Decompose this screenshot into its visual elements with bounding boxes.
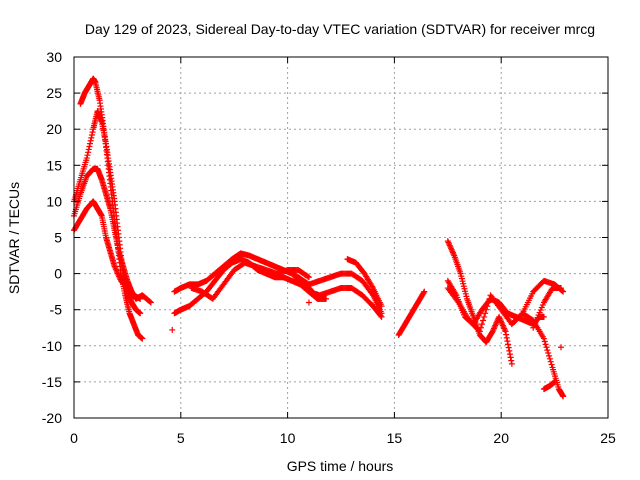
data-point-track-j: [378, 303, 385, 310]
y-tick-label: -10: [42, 338, 62, 354]
data-point-track-n: [560, 393, 567, 400]
data-point-track-k: [421, 288, 428, 295]
data-point-track-n: [482, 310, 489, 317]
y-tick-label: 5: [54, 230, 62, 246]
y-tick-label: 15: [46, 157, 62, 173]
data-point-track-o: [560, 288, 567, 295]
data-point-track-n: [544, 347, 551, 354]
data-point-track-n: [546, 352, 553, 359]
data-point-track-d: [137, 295, 144, 302]
data-point-track-l: [508, 360, 515, 367]
data-point-track-b: [88, 134, 95, 141]
data-point-track-l: [503, 331, 510, 338]
data-point-track-l: [506, 351, 513, 358]
data-point-track-p: [558, 285, 565, 292]
data-point-track-n: [548, 361, 555, 368]
x-tick-label: 20: [493, 430, 509, 446]
data-point-track-b: [87, 140, 94, 147]
y-tick-label: 20: [46, 121, 62, 137]
data-point-track-n: [477, 324, 484, 331]
data-point-track-n: [546, 355, 553, 362]
data-point-track-n: [543, 344, 550, 351]
data-point-track-n: [476, 328, 483, 335]
data-point-track-q: [551, 378, 558, 385]
data-point-track-i: [377, 312, 384, 319]
data-point-track-l: [508, 357, 515, 364]
data-points: [71, 75, 567, 400]
y-tick-label: 0: [54, 266, 62, 282]
data-point-track-l: [503, 334, 510, 341]
data-point-track-b: [88, 131, 95, 138]
x-tick-label: 0: [70, 430, 78, 446]
data-point-track-l: [505, 344, 512, 351]
y-tick-label: -20: [42, 410, 62, 426]
x-tick-label: 5: [177, 430, 185, 446]
data-point-track-b: [83, 155, 90, 162]
data-point-track-n: [541, 338, 548, 345]
data-point-track-m: [540, 313, 547, 320]
data-point-track-l: [505, 341, 512, 348]
tick-layer: 0 5 10 15 20 25 -20 -15 -10 -5 0 5 10 15 20 25 30: [42, 49, 616, 446]
data-point-track-n: [481, 313, 488, 320]
x-tick-label: 25: [600, 430, 616, 446]
data-point-track-b: [89, 129, 96, 136]
x-tick-label: 15: [387, 430, 403, 446]
data-point-track-o: [518, 311, 525, 318]
data-point-track-n: [484, 303, 491, 310]
x-tick-label: 10: [280, 430, 296, 446]
y-tick-label: 10: [46, 193, 62, 209]
data-point-track-n: [542, 341, 549, 348]
y-axis-title: SDTVAR / TECUs: [6, 182, 22, 294]
data-point-track-n: [547, 358, 554, 365]
y-tick-label: -15: [42, 374, 62, 390]
data-point-track-l: [502, 328, 509, 335]
data-point-outlier: [558, 344, 565, 351]
data-point-track-b: [87, 137, 94, 144]
data-point-track-b: [85, 146, 92, 153]
y-tick-label: 30: [46, 49, 62, 65]
data-point-track-i: [378, 313, 385, 320]
data-point-outlier: [169, 326, 176, 333]
data-point-track-n: [483, 306, 490, 313]
data-point-track-c: [147, 299, 154, 306]
data-point-track-b: [137, 310, 144, 317]
data-point-track-f: [323, 295, 330, 302]
data-point-track-n: [478, 321, 485, 328]
data-point-track-c: [147, 298, 154, 305]
data-point-track-l: [507, 354, 514, 361]
data-point-track-b: [85, 149, 92, 156]
data-point-track-n: [545, 350, 552, 357]
x-axis-title: GPS time / hours: [287, 458, 394, 474]
chart-title: Day 129 of 2023, Sidereal Day-to-day VTE…: [85, 21, 595, 37]
data-point-outlier: [305, 299, 312, 306]
data-point-track-l: [504, 338, 511, 345]
data-point-track-b: [84, 152, 91, 159]
data-point-track-n: [540, 335, 547, 342]
data-point-track-g: [305, 274, 312, 281]
data-point-track-n: [485, 299, 492, 306]
data-point-track-l: [506, 347, 513, 354]
data-point-track-g: [304, 273, 311, 280]
y-tick-label: -5: [50, 302, 63, 318]
y-tick-label: 25: [46, 85, 62, 101]
data-point-track-k: [420, 289, 427, 296]
data-point-track-n: [480, 317, 487, 324]
data-point-track-b: [86, 143, 93, 150]
data-point-track-a: [139, 335, 146, 342]
